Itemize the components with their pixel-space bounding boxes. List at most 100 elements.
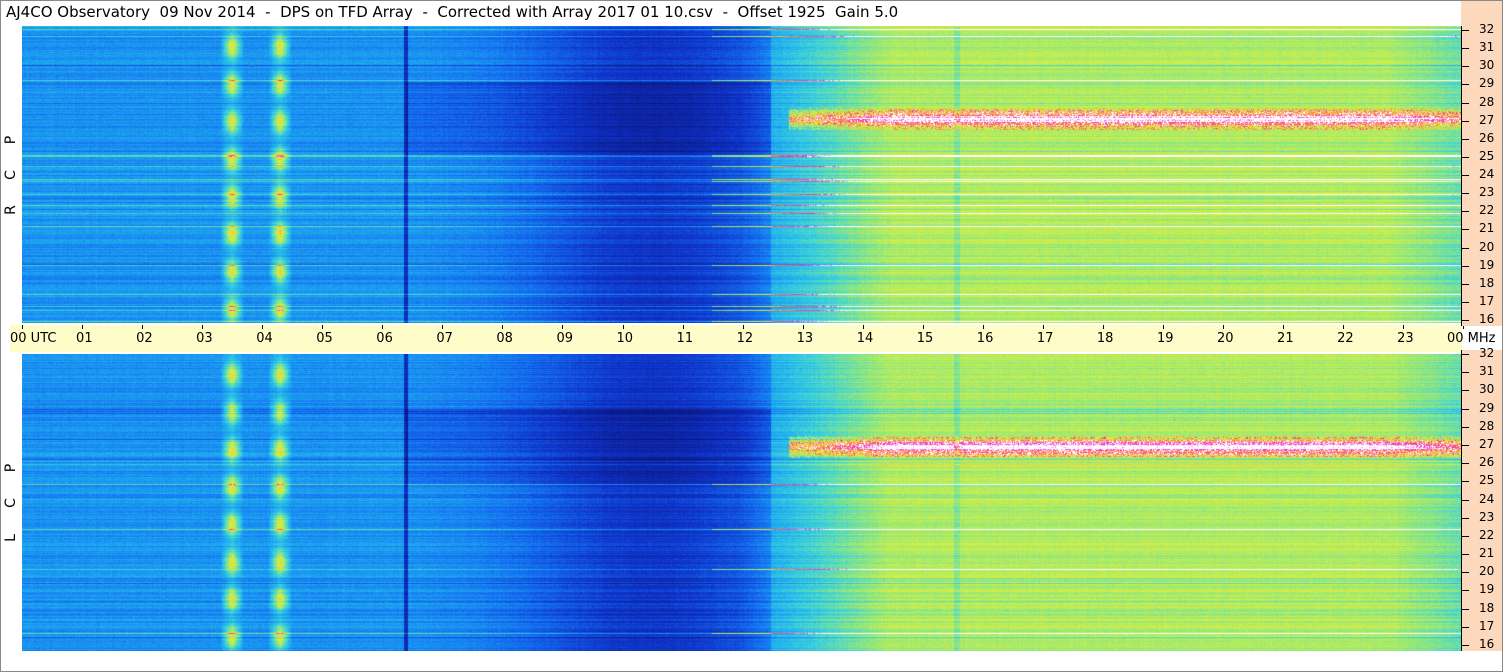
freq-tick-label: 23 — [1479, 509, 1495, 524]
freq-tick-mark — [1461, 193, 1469, 195]
time-axis: 00 UTC 01 02 03 04 05 06 07 08 09 10 11 12 13 14 15 16 17… — [10, 325, 1496, 352]
freq-tick-label: 22 — [1479, 203, 1495, 218]
time-tick-mark — [562, 325, 564, 329]
freq-tick-mark — [1461, 590, 1469, 592]
freq-tick-mark — [1461, 66, 1469, 68]
time-tick-mark — [82, 325, 84, 329]
freq-tick-mark — [1461, 608, 1469, 610]
time-tick-mark — [262, 325, 264, 329]
freq-tick-mark — [1461, 626, 1469, 628]
freq-tick-label: 17 — [1479, 618, 1495, 633]
spectrogram-rcp — [22, 26, 1461, 323]
freq-tick-label: 31 — [1479, 364, 1495, 379]
freq-tick-label: 16 — [1479, 637, 1495, 651]
time-tick-mark — [1463, 325, 1465, 329]
time-tick-label: 23 — [1397, 331, 1414, 346]
time-tick-label: 22 — [1337, 331, 1354, 346]
freq-tick-label: 16 — [1479, 312, 1495, 326]
time-tick-label: 00 MHz — [1447, 331, 1496, 346]
freq-tick-label: 26 — [1479, 455, 1495, 470]
freq-tick-label: 21 — [1479, 546, 1495, 561]
freq-tick-label: 23 — [1479, 185, 1495, 200]
freq-tick-label: 20 — [1479, 564, 1495, 579]
time-tick-label: 16 — [976, 331, 994, 346]
freq-tick-mark — [1461, 211, 1469, 213]
time-tick-mark — [322, 325, 324, 329]
freq-tick-mark — [1461, 102, 1469, 104]
freq-tick-label: 30 — [1479, 382, 1495, 397]
time-tick-label: 08 — [496, 331, 513, 346]
time-tick-mark — [202, 325, 204, 329]
time-tick-mark — [1283, 325, 1285, 329]
freq-tick-label: 18 — [1479, 275, 1495, 290]
time-tick-label: 07 — [436, 331, 453, 346]
time-tick-mark — [862, 325, 864, 329]
freq-tick-mark — [1461, 554, 1469, 556]
panel-letter: C — [3, 498, 19, 508]
freq-tick-mark — [1461, 283, 1469, 285]
freq-tick-mark — [1461, 138, 1469, 140]
freq-tick-label: 27 — [1479, 436, 1495, 451]
time-tick-mark — [1042, 325, 1044, 329]
freq-tick-mark — [1461, 120, 1469, 122]
time-tick-label: 11 — [676, 331, 694, 346]
time-tick-mark — [1102, 325, 1104, 329]
freq-tick-label: 18 — [1479, 600, 1495, 615]
time-tick-label: 03 — [196, 331, 213, 346]
time-tick-label: 01 — [76, 331, 93, 346]
freq-tick-mark — [1461, 48, 1469, 50]
panel-letter: P — [3, 135, 19, 145]
time-tick-label: 14 — [856, 331, 874, 346]
time-tick-label: 17 — [1036, 331, 1054, 346]
panel-letter: C — [3, 170, 19, 180]
time-tick-label: 06 — [376, 331, 393, 346]
time-tick-mark — [682, 325, 684, 329]
freq-tick-mark — [1461, 265, 1469, 267]
freq-tick-label: 24 — [1479, 491, 1495, 506]
chart-title: AJ4CO Observatory 09 Nov 2014 - DPS on T… — [6, 3, 899, 21]
time-tick-mark — [922, 325, 924, 329]
time-tick-label: 18 — [1096, 331, 1114, 346]
time-tick-mark — [502, 325, 504, 329]
time-tick-label: 02 — [136, 331, 153, 346]
panel-letter: L — [3, 534, 19, 542]
freq-tick-mark — [1461, 390, 1469, 392]
freq-tick-mark — [1461, 426, 1469, 428]
freq-axis-rcp: 32 31 30 29 28 27 26 25 24 23 22 21 20 19 18 17 16 — [1461, 22, 1503, 326]
time-tick-label: 21 — [1277, 331, 1294, 346]
freq-axis-header — [1461, 0, 1503, 26]
freq-tick-mark — [1461, 247, 1469, 249]
freq-tick-label: 27 — [1479, 112, 1495, 127]
freq-tick-label: 26 — [1479, 130, 1495, 145]
panel-letter: R — [3, 205, 19, 215]
time-tick-mark — [1343, 325, 1345, 329]
freq-tick-label: 19 — [1479, 257, 1495, 272]
freq-tick-label: 28 — [1479, 94, 1495, 109]
freq-tick-label: 20 — [1479, 239, 1495, 254]
freq-tick-mark — [1461, 499, 1469, 501]
freq-tick-label: 24 — [1479, 167, 1495, 181]
freq-tick-label: 29 — [1479, 400, 1495, 415]
time-tick-label: 19 — [1156, 331, 1174, 346]
freq-tick-label: 29 — [1479, 76, 1495, 91]
freq-tick-label: 32 — [1479, 22, 1495, 36]
freq-tick-label: 30 — [1479, 58, 1495, 73]
time-tick-label: 05 — [316, 331, 333, 346]
time-tick-mark — [982, 325, 984, 329]
freq-tick-mark — [1461, 372, 1469, 374]
freq-tick-mark — [1461, 30, 1469, 31]
time-tick-mark — [22, 325, 23, 329]
time-tick-label: 10 — [616, 331, 634, 346]
time-tick-mark — [142, 325, 144, 329]
time-tick-mark — [1162, 325, 1164, 329]
time-tick-mark — [622, 325, 624, 329]
time-tick-mark — [802, 325, 804, 329]
freq-tick-label: 19 — [1479, 582, 1495, 597]
freq-tick-mark — [1461, 408, 1469, 410]
spectrogram-lcp — [22, 354, 1461, 651]
time-tick-mark — [382, 325, 384, 329]
spectrogram-lcp-canvas — [22, 354, 1461, 651]
freq-tick-label: 22 — [1479, 527, 1495, 542]
freq-tick-mark — [1461, 156, 1469, 158]
time-tick-label: 09 — [556, 331, 573, 346]
